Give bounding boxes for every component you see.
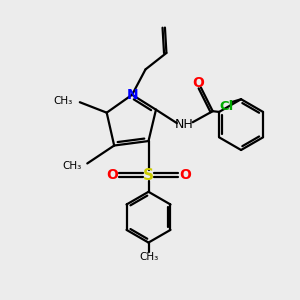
- Text: CH₃: CH₃: [62, 161, 81, 171]
- Text: Cl: Cl: [219, 100, 233, 113]
- Text: O: O: [106, 168, 118, 182]
- Text: N: N: [126, 88, 138, 102]
- Text: CH₃: CH₃: [139, 253, 158, 262]
- Text: S: S: [143, 168, 154, 183]
- Text: NH: NH: [175, 118, 194, 131]
- Text: O: O: [192, 76, 204, 90]
- Text: O: O: [179, 168, 191, 182]
- Text: CH₃: CH₃: [53, 96, 72, 106]
